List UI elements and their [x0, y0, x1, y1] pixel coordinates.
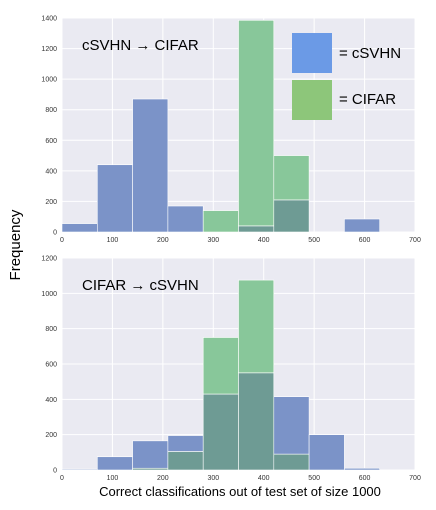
x-tick-label: 300: [207, 237, 219, 244]
bar-csvhn: [97, 456, 133, 471]
legend-swatch-csvhn: [292, 33, 332, 73]
x-tick-label: 500: [308, 237, 320, 244]
x-tick-label: 600: [359, 237, 371, 244]
y-tick-label: 200: [45, 432, 57, 439]
x-tick-label: 300: [207, 475, 219, 482]
x-tick-label: 100: [107, 237, 119, 244]
bar-cifar: [238, 279, 275, 374]
bar-csvhn: [273, 396, 310, 455]
bar-csvhn: [167, 205, 204, 233]
bar-cifar: [273, 155, 310, 201]
bar-csvhn: [61, 223, 98, 233]
bar-overlap: [273, 199, 310, 233]
y-tick-label: 600: [45, 362, 57, 369]
legend-swatch-cifar: [292, 80, 332, 120]
x-tick-label: 0: [60, 237, 64, 244]
bar-cifar: [238, 19, 275, 227]
x-tick-label: 200: [157, 475, 169, 482]
x-tick-label: 700: [409, 475, 421, 482]
y-tick-label: 1000: [41, 77, 57, 84]
bar-overlap: [238, 225, 275, 233]
y-tick-label: 400: [45, 397, 57, 404]
y-tick-label: 0: [53, 230, 57, 237]
y-axis-label: Frequency: [7, 209, 24, 280]
bar-csvhn: [344, 467, 380, 471]
bar-overlap: [273, 453, 310, 471]
bar-overlap: [238, 372, 275, 471]
bar-overlap: [202, 393, 239, 471]
legend-label-cifar: = CIFAR: [339, 91, 396, 108]
y-tick-label: 400: [45, 168, 57, 175]
bar-overlap: [167, 451, 204, 471]
bar-csvhn: [308, 434, 345, 471]
panel-title: CIFAR → cSVHN: [82, 277, 199, 294]
y-tick-label: 1200: [41, 46, 57, 53]
bar-csvhn: [61, 468, 98, 471]
legend: = cSVHN = CIFAR: [292, 33, 401, 120]
panel-title: cSVHN → CIFAR: [82, 37, 199, 54]
x-tick-label: 200: [157, 237, 169, 244]
bar-csvhn: [132, 440, 169, 469]
legend-label-csvhn: = cSVHN: [339, 45, 401, 62]
bar-cifar: [202, 337, 239, 395]
bar-csvhn: [344, 218, 380, 233]
y-tick-label: 0: [53, 468, 57, 475]
x-tick-label: 400: [258, 475, 270, 482]
bar-csvhn: [97, 164, 133, 233]
x-tick-label: 500: [308, 475, 320, 482]
y-tick-label: 1200: [41, 256, 57, 263]
x-axis-label: Correct classifications out of test set …: [99, 484, 381, 499]
bar-cifar: [202, 210, 239, 233]
y-tick-label: 1000: [41, 291, 57, 298]
y-tick-label: 600: [45, 138, 57, 145]
panel-csvhn-to-cifar: 0 100 200 300 400 500 600 700 0 200 400 600 800 1000 1…: [41, 16, 421, 245]
x-tick-label: 100: [107, 475, 119, 482]
x-tick-label: 0: [60, 475, 64, 482]
panel-cifar-to-csvhn: 0 100 200 300 400 500 600 700 0 200 400 600 800 1000 1…: [41, 256, 421, 483]
bar-csvhn: [132, 98, 169, 233]
y-tick-label: 1400: [41, 16, 57, 23]
x-tick-label: 400: [258, 237, 270, 244]
x-tick-label: 600: [359, 475, 371, 482]
x-tick-label: 700: [409, 237, 421, 244]
y-tick-label: 800: [45, 326, 57, 333]
bar-csvhn: [167, 435, 204, 452]
y-tick-label: 800: [45, 107, 57, 114]
y-tick-label: 200: [45, 199, 57, 206]
